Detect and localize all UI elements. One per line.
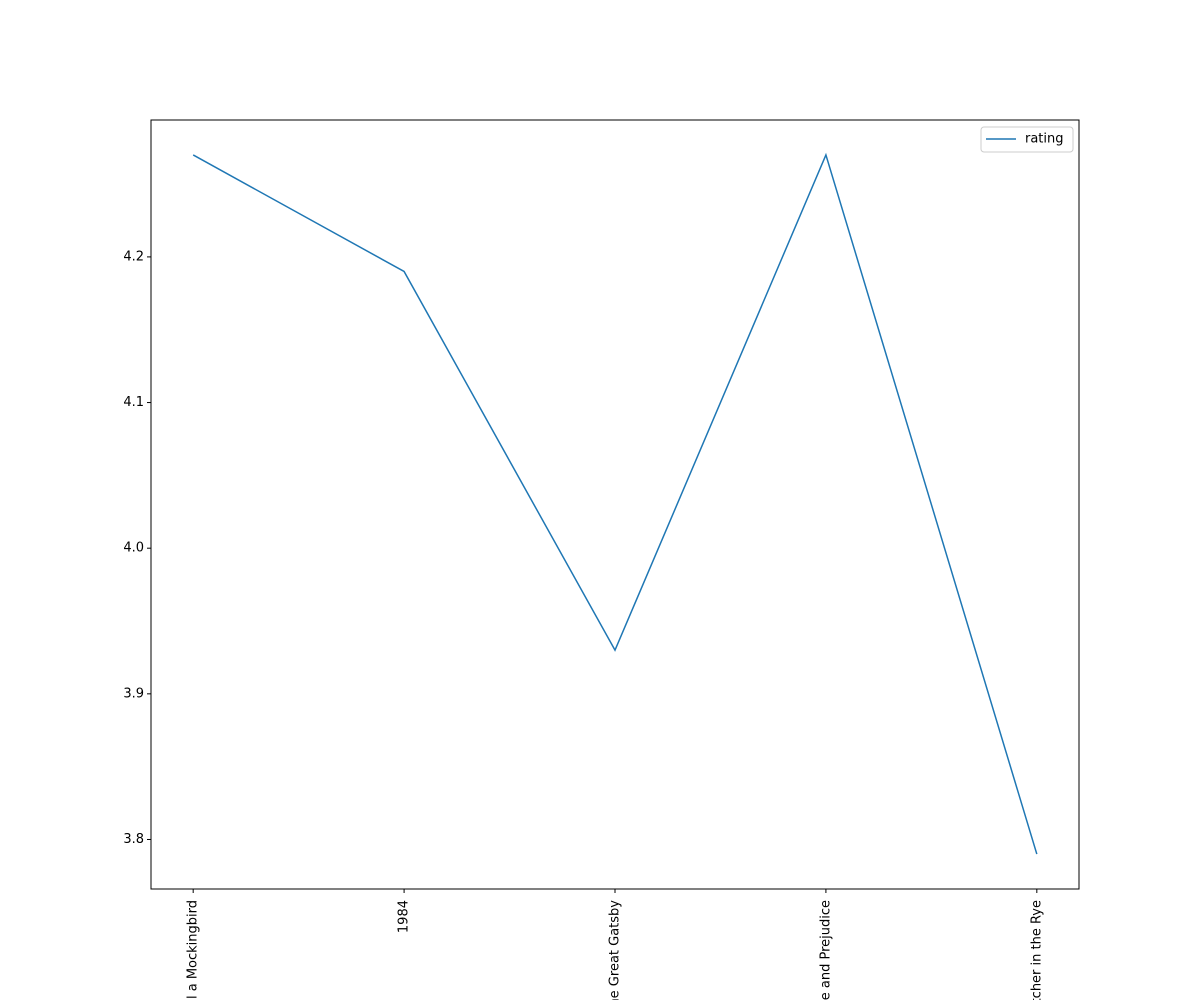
y-tick-label: 3.9 [123, 686, 144, 701]
x-tick-label: To Kill a Mockingbird [186, 900, 201, 1000]
x-tick-label: 1984 [397, 900, 412, 933]
y-tick-label: 4.0 [123, 541, 144, 556]
legend-box [980, 126, 1074, 153]
line [192, 152, 1038, 855]
x-tick-label: The Great Gatsby [608, 900, 623, 1000]
y-tick-label: 3.8 [123, 832, 144, 847]
legend-label: rating [1025, 132, 1064, 147]
x-tick-label: Pride and Prejudice [818, 900, 833, 1000]
plot-area [150, 119, 1080, 890]
y-tick-label: 4.2 [123, 249, 144, 264]
y-tick-label: 4.1 [123, 395, 144, 410]
x-tick-label: The Catcher in the Rye [1029, 900, 1044, 1000]
